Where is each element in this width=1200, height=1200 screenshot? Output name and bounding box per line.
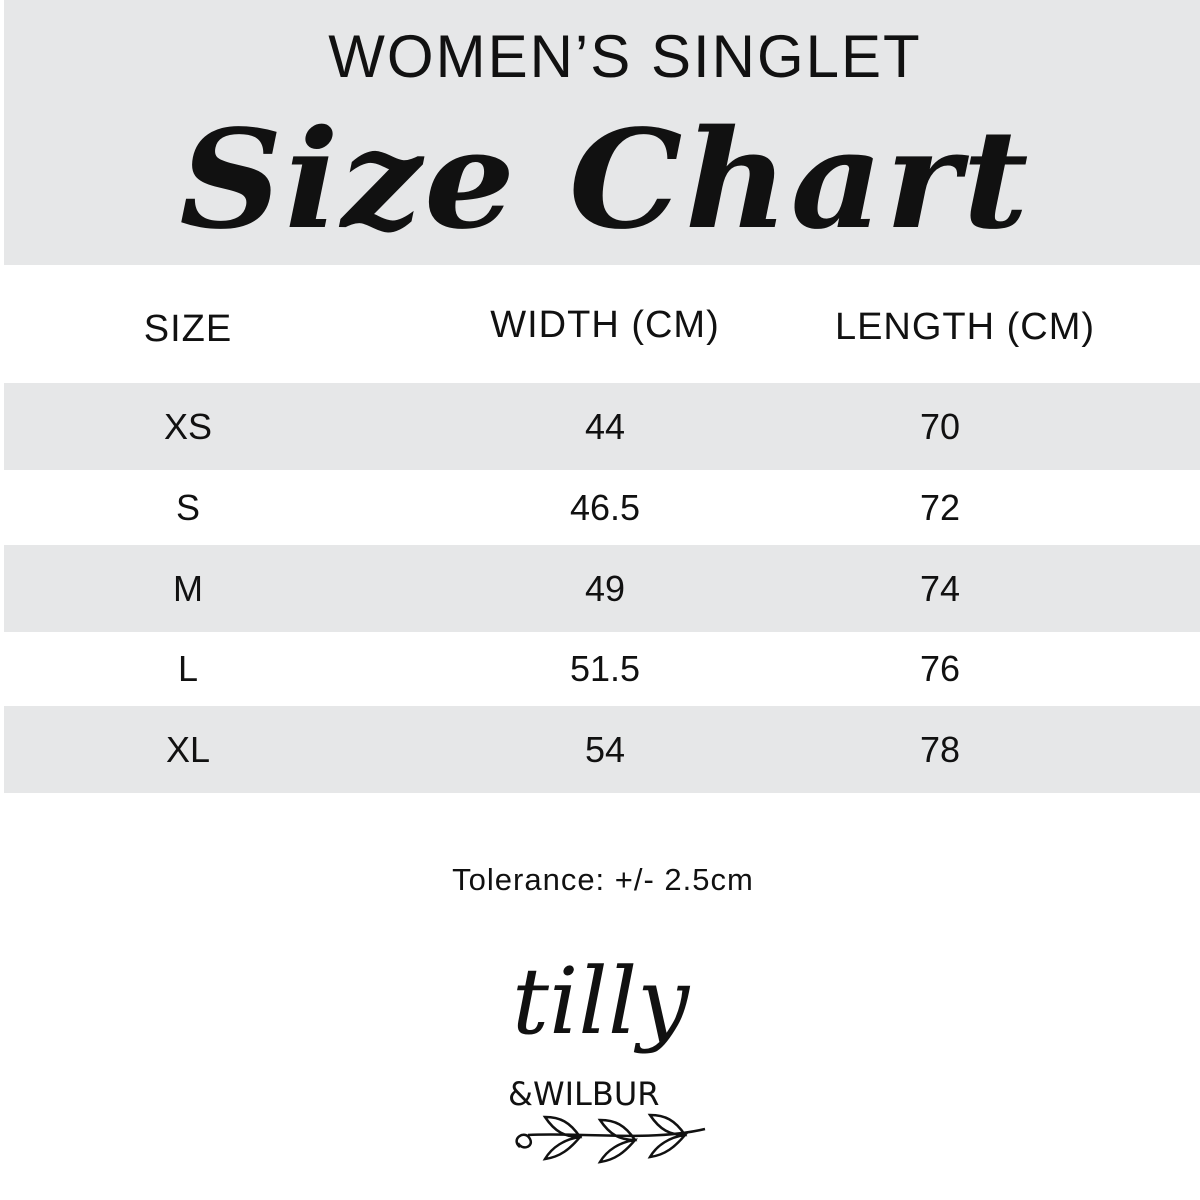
cell-length: 76 <box>919 648 961 689</box>
cell-width: 44 <box>584 405 626 447</box>
subtitle: WOMEN’S SINGLET <box>328 23 922 90</box>
cell-size: XL <box>165 728 211 770</box>
column-header-size: SIZE <box>143 308 233 350</box>
table-row <box>4 383 1200 470</box>
leaf-branch-icon <box>515 1113 706 1164</box>
cell-size: XS <box>163 405 213 447</box>
table-row <box>4 545 1200 632</box>
cell-size: S <box>175 486 200 528</box>
page-title: Size Chart <box>179 100 1031 260</box>
column-header-length: LENGTH (CM) <box>834 306 1096 348</box>
cell-width: 54 <box>584 728 626 770</box>
logo-tilly-text: tilly <box>512 948 690 1055</box>
tilly-wilbur-logo: tilly &WILBUR <box>508 948 706 1164</box>
cell-width: 49 <box>584 567 626 609</box>
logo-wilbur-text: &WILBUR <box>508 1075 659 1113</box>
cell-length: 72 <box>919 486 961 528</box>
cell-length: 74 <box>919 567 961 609</box>
cell-size: M <box>173 567 203 609</box>
tolerance-note: Tolerance: +/- 2.5cm <box>452 862 754 897</box>
cell-width: 51.5 <box>569 648 641 689</box>
header-band <box>4 0 1200 265</box>
table-row <box>4 706 1200 793</box>
cell-length: 78 <box>919 728 961 770</box>
cell-size: L <box>177 648 199 689</box>
column-header-width: WIDTH (CM) <box>490 304 720 346</box>
cell-length: 70 <box>919 405 961 447</box>
cell-width: 46.5 <box>569 486 641 528</box>
